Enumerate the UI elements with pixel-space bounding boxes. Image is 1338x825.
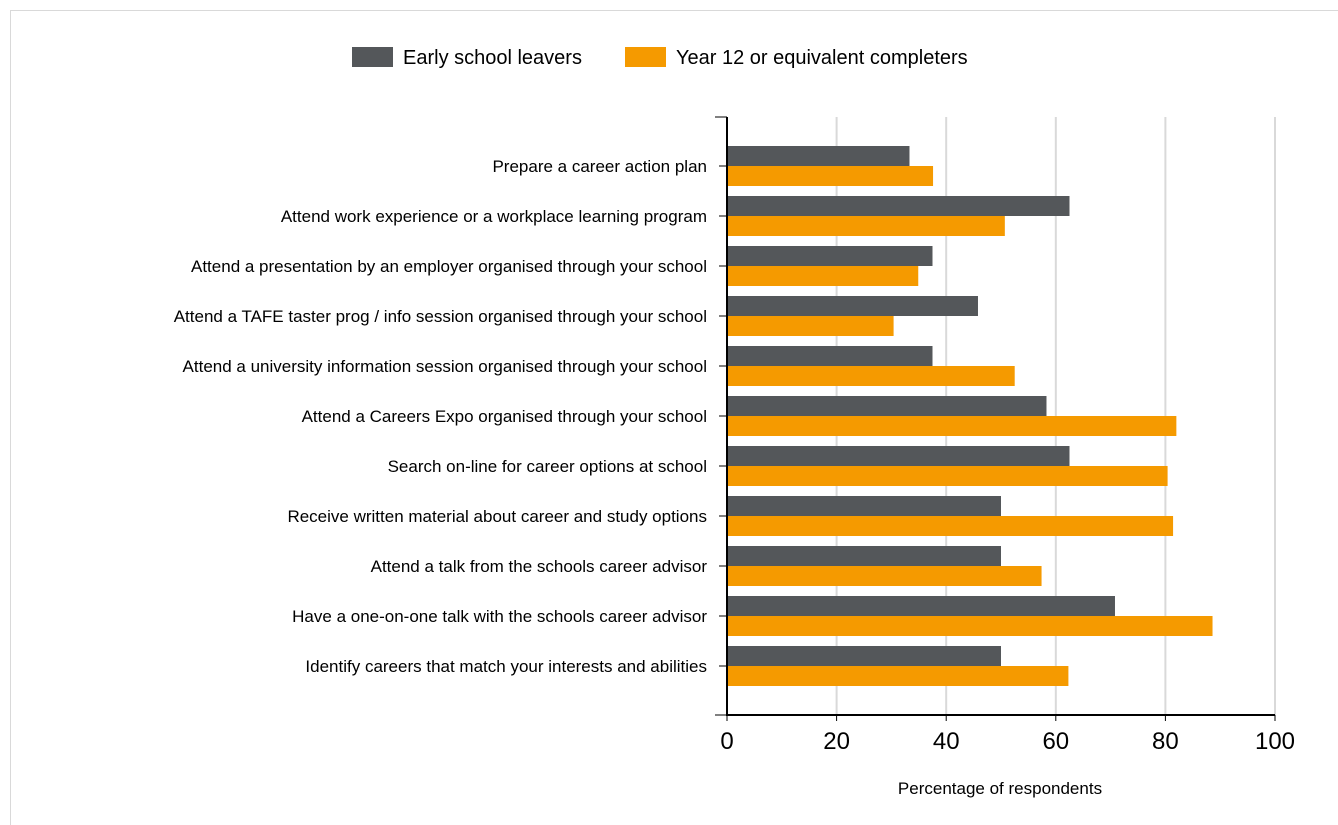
bar-year12-completers [727, 216, 1005, 236]
x-tick-label: 20 [823, 728, 850, 755]
category-label: Attend work experience or a workplace le… [281, 207, 707, 226]
bar-year12-completers [727, 666, 1069, 686]
x-tick-label: 60 [1042, 728, 1069, 755]
category-label: Attend a Careers Expo organised through … [302, 407, 707, 426]
category-label: Search on-line for career options at sch… [388, 457, 707, 476]
bar-early-leavers [727, 296, 978, 316]
category-label: Have a one-on-one talk with the schools … [292, 607, 707, 626]
bar-year12-completers [727, 566, 1042, 586]
bar-year12-completers [727, 266, 919, 286]
bar-early-leavers [727, 596, 1115, 616]
category-label: Identify careers that match your interes… [305, 657, 707, 676]
legend-swatch [625, 47, 666, 67]
x-tick-label: 80 [1152, 728, 1179, 755]
legend-label: Early school leavers [403, 47, 582, 69]
bar-early-leavers [727, 396, 1047, 416]
bar-year12-completers [727, 516, 1174, 536]
category-label: Prepare a career action plan [492, 157, 707, 176]
legend-swatch [352, 47, 393, 67]
x-tick-label: 100 [1255, 728, 1295, 755]
bar-early-leavers [727, 496, 1001, 516]
x-tick-label: 40 [933, 728, 960, 755]
bar-year12-completers [727, 616, 1213, 636]
axes: Prepare a career action plan Attend work … [174, 116, 1295, 755]
bar-year12-completers [727, 166, 934, 186]
category-label: Receive written material about career an… [287, 507, 707, 526]
bar-year12-completers [727, 416, 1177, 436]
legend: Early school leavers Year 12 or equivalen… [352, 47, 968, 69]
legend-label: Year 12 or equivalent completers [676, 47, 968, 69]
category-label: Attend a university information session … [183, 357, 707, 376]
bar-year12-completers [727, 466, 1168, 486]
bar-early-leavers [727, 546, 1001, 566]
bars [727, 146, 1213, 686]
bar-early-leavers [727, 346, 933, 366]
bar-early-leavers [727, 646, 1001, 666]
x-axis-title: Percentage of respondents [898, 779, 1102, 798]
bar-year12-completers [727, 366, 1015, 386]
category-label: Attend a talk from the schools career ad… [371, 557, 708, 576]
x-tick-label: 0 [720, 728, 733, 755]
bar-early-leavers [727, 146, 910, 166]
bar-year12-completers [727, 316, 894, 336]
bar-early-leavers [727, 196, 1070, 216]
bar-early-leavers [727, 446, 1070, 466]
bar-early-leavers [727, 246, 933, 266]
category-label: Attend a presentation by an employer org… [191, 257, 707, 276]
category-label: Attend a TAFE taster prog / info session… [174, 307, 707, 326]
